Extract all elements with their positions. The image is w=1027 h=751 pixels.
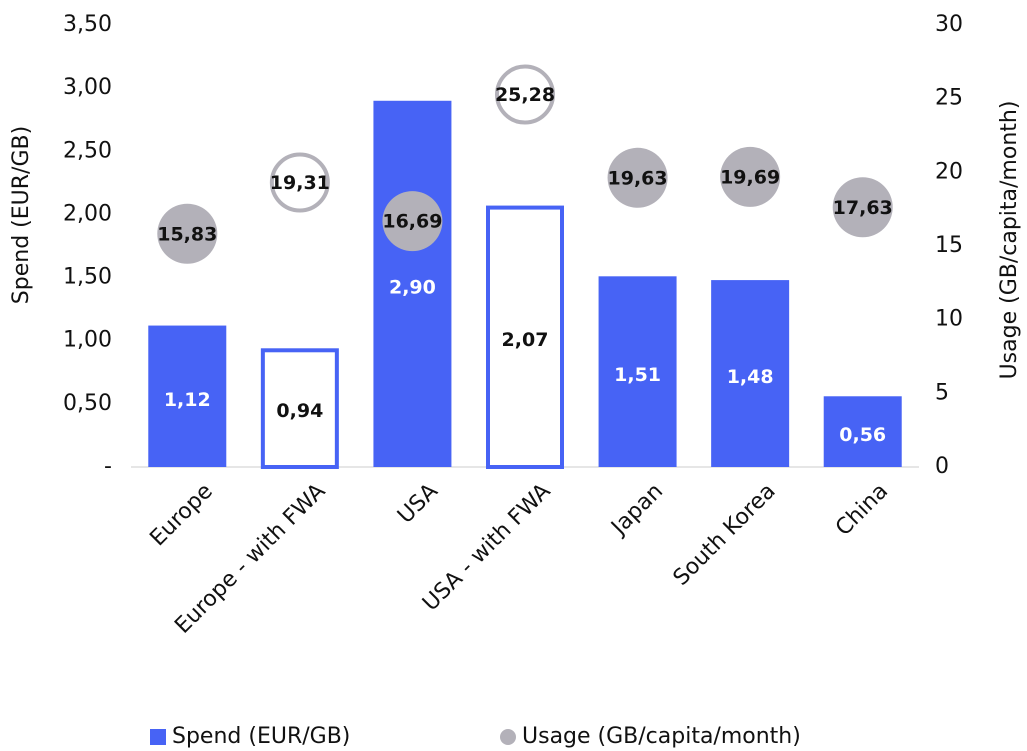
y2-tick-label: 20 — [935, 159, 963, 184]
usage-marker — [495, 64, 555, 125]
legend-swatch — [500, 729, 516, 745]
usage-marker — [157, 203, 218, 264]
bar — [260, 348, 339, 470]
legend-label: Usage (GB/capita/month) — [522, 724, 801, 749]
usage-marker — [382, 191, 443, 252]
usage-value-label: 19,31 — [270, 172, 330, 194]
usage-value-label: 19,63 — [608, 167, 668, 189]
bar-value-label: 1,51 — [614, 364, 661, 386]
usage-marker — [607, 147, 668, 208]
usage-marker — [720, 146, 781, 207]
bar — [823, 396, 902, 467]
legend-swatch — [150, 729, 166, 745]
bar-value-label: 1,12 — [164, 389, 211, 411]
bar-value-label: 1,48 — [727, 366, 774, 388]
bar-value-label: 2,90 — [389, 276, 436, 298]
bar — [148, 325, 227, 467]
y2-axis-label: Usage (GB/capita/month) — [997, 101, 1022, 380]
usage-marker — [832, 177, 893, 238]
usage-value-label: 16,69 — [382, 211, 442, 233]
y2-tick-label: 5 — [935, 380, 949, 405]
y-tick-label: 0,50 — [63, 391, 112, 416]
y-tick-label: - — [104, 454, 112, 479]
bar — [373, 100, 452, 468]
bar-value-label: 2,07 — [502, 329, 549, 351]
bar — [598, 276, 677, 467]
bar-value-label: 0,94 — [276, 400, 323, 422]
x-tick-label: South Korea — [669, 479, 781, 591]
legend-label: Spend (EUR/GB) — [172, 724, 350, 749]
y-tick-label: 3,00 — [63, 75, 112, 100]
y-tick-label: 2,50 — [63, 138, 112, 163]
bar — [711, 280, 790, 467]
y-axis-label: Spend (EUR/GB) — [9, 126, 34, 304]
y-tick-label: 2,00 — [63, 201, 112, 226]
bar — [486, 205, 564, 470]
bar-value-label: 0,56 — [839, 424, 886, 446]
y-tick-label: 1,50 — [63, 265, 112, 290]
usage-value-label: 25,28 — [495, 84, 555, 106]
y-tick-label: 3,50 — [63, 12, 112, 37]
y2-tick-label: 15 — [935, 233, 963, 258]
y2-tick-label: 30 — [935, 12, 963, 37]
usage-value-label: 15,83 — [157, 223, 217, 245]
y-tick-label: 1,00 — [63, 328, 112, 353]
usage-marker — [269, 152, 330, 213]
y2-tick-label: 10 — [935, 307, 963, 332]
x-tick-label: Europe — [145, 479, 217, 551]
y2-tick-label: 25 — [935, 86, 963, 111]
x-tick-label: China — [831, 479, 893, 541]
usage-value-label: 19,69 — [720, 166, 780, 188]
y2-tick-label: 0 — [935, 454, 949, 479]
x-tick-label: Japan — [606, 479, 668, 541]
usage-value-label: 17,63 — [833, 197, 893, 219]
x-tick-label: USA — [393, 479, 443, 529]
